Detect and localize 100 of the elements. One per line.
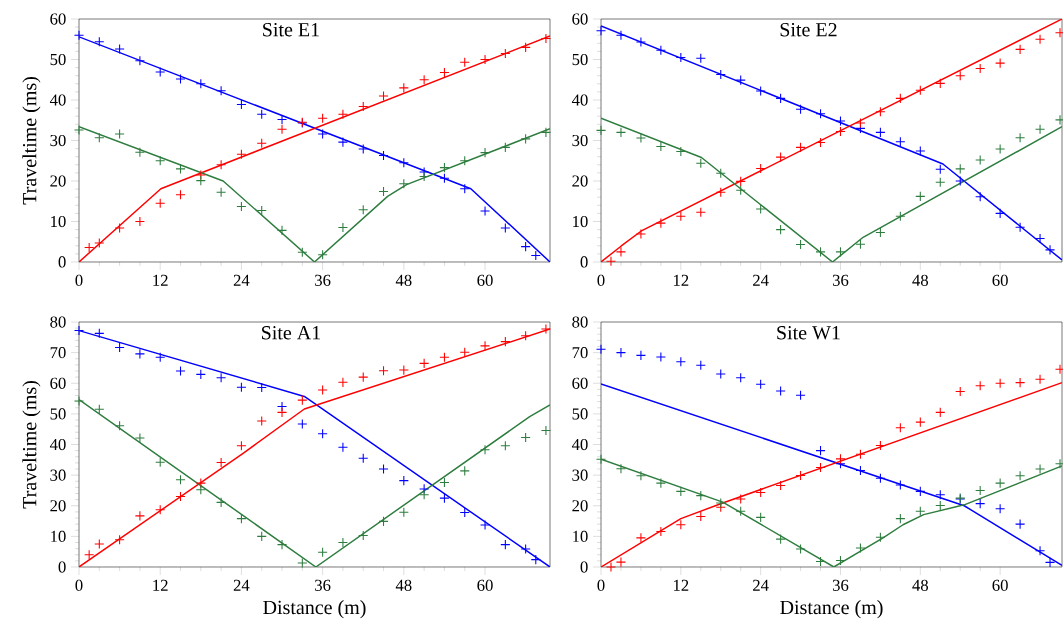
y-tick-label: 40: [571, 94, 588, 106]
point: [1034, 374, 1046, 385]
point: [378, 90, 389, 102]
point: [695, 207, 706, 218]
point: [815, 137, 826, 148]
point: [256, 531, 267, 542]
y-tick-label: 40: [49, 438, 66, 451]
point: [114, 534, 125, 545]
line-series: [601, 117, 1063, 262]
point: [175, 189, 186, 200]
point: [1015, 377, 1026, 388]
y-tick-label: 40: [571, 438, 588, 451]
point: [378, 365, 389, 376]
point: [675, 486, 686, 497]
point: [695, 360, 706, 371]
chart-title: Site W1: [777, 326, 840, 340]
point: [276, 539, 288, 550]
point: [615, 463, 627, 474]
point: [875, 127, 886, 138]
point: [895, 479, 906, 490]
point: [915, 191, 926, 202]
point: [297, 247, 308, 258]
point: [256, 205, 267, 216]
point: [695, 158, 706, 169]
x-tick-label: 24: [753, 274, 769, 286]
point: [155, 198, 166, 209]
x-tick-label: 12: [673, 579, 689, 591]
y-tick-label: 70: [572, 347, 588, 359]
point: [855, 239, 866, 250]
y-tick-label: 0: [580, 256, 588, 268]
point: [755, 163, 766, 174]
point: [835, 115, 846, 127]
point: [337, 537, 348, 548]
point: [216, 372, 227, 383]
point: [256, 415, 267, 426]
point: [975, 63, 986, 74]
point: [655, 218, 666, 229]
point: [439, 493, 450, 504]
point: [875, 106, 886, 117]
point: [915, 506, 926, 517]
point: [1015, 132, 1026, 143]
x-tick-label: 36: [832, 274, 849, 286]
point: [755, 203, 766, 215]
point: [297, 418, 308, 430]
point: [995, 58, 1006, 69]
y-tick-label: 30: [50, 469, 66, 481]
point: [398, 365, 409, 376]
point: [195, 175, 206, 186]
point: [419, 171, 430, 182]
point: [439, 477, 450, 488]
point: [795, 390, 806, 401]
point: [94, 538, 105, 550]
point: [337, 377, 348, 388]
point: [875, 532, 886, 543]
point: [605, 256, 617, 267]
point: [439, 67, 450, 78]
point: [459, 183, 470, 194]
y-tick-label: 0: [58, 256, 66, 268]
point: [775, 152, 786, 163]
point: [635, 532, 646, 543]
point: [975, 498, 986, 509]
point: [1054, 458, 1063, 469]
y-tick-label: 80: [572, 316, 588, 328]
y-tick-label: 10: [573, 215, 588, 228]
point: [195, 369, 206, 380]
point: [175, 163, 186, 174]
x-tick-label: 0: [75, 274, 83, 286]
point: [995, 478, 1006, 489]
point: [855, 542, 866, 554]
x-tick-label: 36: [832, 579, 849, 591]
point: [815, 462, 826, 473]
x-tick-label: 24: [753, 579, 769, 591]
point: [615, 347, 627, 358]
point: [735, 75, 746, 86]
point: [398, 82, 409, 93]
point: [398, 178, 409, 189]
point: [134, 348, 145, 359]
point: [256, 382, 267, 393]
point: [1034, 34, 1046, 45]
point: [500, 539, 511, 550]
point: [1034, 124, 1046, 135]
point: [419, 74, 430, 85]
point: [216, 85, 227, 96]
chart-title: Site E1: [263, 23, 319, 37]
point: [94, 36, 105, 47]
point: [256, 109, 267, 120]
point: [715, 187, 726, 198]
point: [530, 250, 541, 261]
point: [84, 242, 95, 253]
point: [605, 561, 617, 573]
point: [675, 356, 686, 367]
point: [615, 30, 627, 41]
x-tick-label: 24: [233, 579, 250, 591]
point: [675, 211, 686, 222]
point: [216, 457, 227, 468]
x-tick-label: 24: [233, 274, 250, 286]
point: [935, 489, 946, 500]
point: [520, 133, 531, 144]
point: [755, 487, 766, 498]
point: [378, 516, 389, 527]
